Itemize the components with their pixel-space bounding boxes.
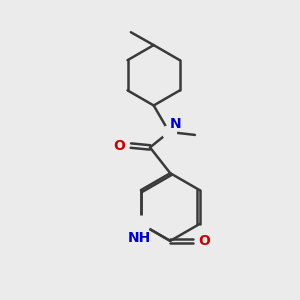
Text: O: O <box>113 139 125 153</box>
Text: N: N <box>170 117 182 131</box>
Text: NH: NH <box>128 231 151 244</box>
Text: O: O <box>199 234 211 248</box>
